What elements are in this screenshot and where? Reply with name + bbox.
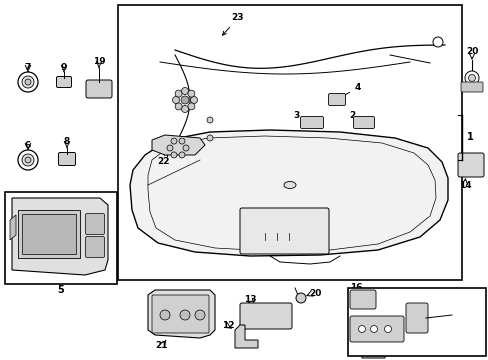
Circle shape (175, 103, 182, 110)
FancyBboxPatch shape (86, 80, 112, 98)
Circle shape (295, 293, 305, 303)
Circle shape (384, 325, 391, 333)
Circle shape (25, 79, 31, 85)
FancyBboxPatch shape (57, 77, 71, 87)
Ellipse shape (284, 181, 295, 189)
Circle shape (22, 154, 34, 166)
Circle shape (179, 138, 184, 144)
Circle shape (181, 87, 188, 94)
Text: 7: 7 (25, 63, 31, 72)
Text: 12: 12 (351, 330, 364, 339)
FancyBboxPatch shape (349, 290, 375, 309)
Text: 20: 20 (465, 48, 477, 57)
FancyBboxPatch shape (59, 153, 75, 166)
Circle shape (22, 76, 34, 88)
FancyBboxPatch shape (22, 214, 76, 254)
Text: 22: 22 (157, 152, 169, 166)
FancyBboxPatch shape (405, 303, 427, 333)
Circle shape (206, 135, 213, 141)
FancyBboxPatch shape (240, 303, 291, 329)
Polygon shape (361, 340, 384, 358)
Text: 20: 20 (308, 288, 321, 297)
FancyBboxPatch shape (460, 82, 482, 92)
FancyBboxPatch shape (328, 94, 345, 105)
Polygon shape (148, 290, 215, 338)
Text: 5: 5 (58, 285, 64, 295)
Polygon shape (235, 325, 258, 348)
Text: 10: 10 (94, 195, 106, 204)
FancyBboxPatch shape (353, 117, 374, 129)
Text: 18: 18 (349, 341, 362, 350)
Bar (5, 192, 117, 284)
FancyBboxPatch shape (300, 117, 323, 129)
Text: 2: 2 (348, 111, 360, 121)
Circle shape (181, 96, 189, 104)
Circle shape (464, 71, 478, 85)
Circle shape (180, 310, 190, 320)
Circle shape (25, 157, 31, 163)
Text: 9: 9 (61, 63, 67, 72)
Circle shape (195, 310, 204, 320)
FancyBboxPatch shape (457, 153, 483, 177)
Circle shape (171, 138, 177, 144)
Polygon shape (130, 130, 447, 256)
Circle shape (432, 37, 442, 47)
FancyBboxPatch shape (349, 316, 403, 342)
Text: 16: 16 (349, 284, 362, 292)
Text: 13: 13 (243, 296, 256, 305)
Circle shape (183, 145, 189, 151)
Circle shape (358, 325, 365, 333)
Text: 12: 12 (221, 320, 234, 329)
Polygon shape (10, 215, 16, 240)
Text: 23: 23 (222, 13, 244, 35)
Circle shape (187, 90, 194, 97)
Text: 6: 6 (25, 140, 31, 149)
Circle shape (160, 310, 170, 320)
Circle shape (370, 325, 377, 333)
Circle shape (172, 96, 179, 104)
Text: 3: 3 (292, 111, 308, 121)
Circle shape (468, 75, 474, 81)
Text: 17: 17 (413, 297, 426, 306)
Polygon shape (12, 198, 108, 275)
Circle shape (18, 150, 38, 170)
Text: 8: 8 (64, 138, 70, 147)
Text: 4: 4 (340, 84, 361, 97)
Circle shape (179, 152, 184, 158)
Circle shape (206, 117, 213, 123)
Circle shape (167, 145, 173, 151)
Circle shape (171, 152, 177, 158)
FancyBboxPatch shape (85, 213, 104, 234)
Circle shape (175, 90, 182, 97)
FancyBboxPatch shape (152, 295, 208, 333)
Text: 19: 19 (93, 58, 105, 67)
Circle shape (190, 96, 197, 104)
FancyBboxPatch shape (240, 208, 328, 254)
Circle shape (181, 105, 188, 112)
Circle shape (18, 72, 38, 92)
Polygon shape (152, 135, 204, 155)
Text: 11: 11 (88, 278, 101, 287)
Bar (347, 288, 485, 356)
FancyBboxPatch shape (18, 210, 80, 258)
FancyBboxPatch shape (85, 237, 104, 257)
Text: 21: 21 (156, 341, 168, 350)
Text: 14: 14 (458, 180, 470, 189)
Bar (118, 5, 461, 280)
Circle shape (187, 103, 194, 110)
Text: 1: 1 (466, 132, 472, 142)
Text: 15: 15 (453, 310, 465, 320)
